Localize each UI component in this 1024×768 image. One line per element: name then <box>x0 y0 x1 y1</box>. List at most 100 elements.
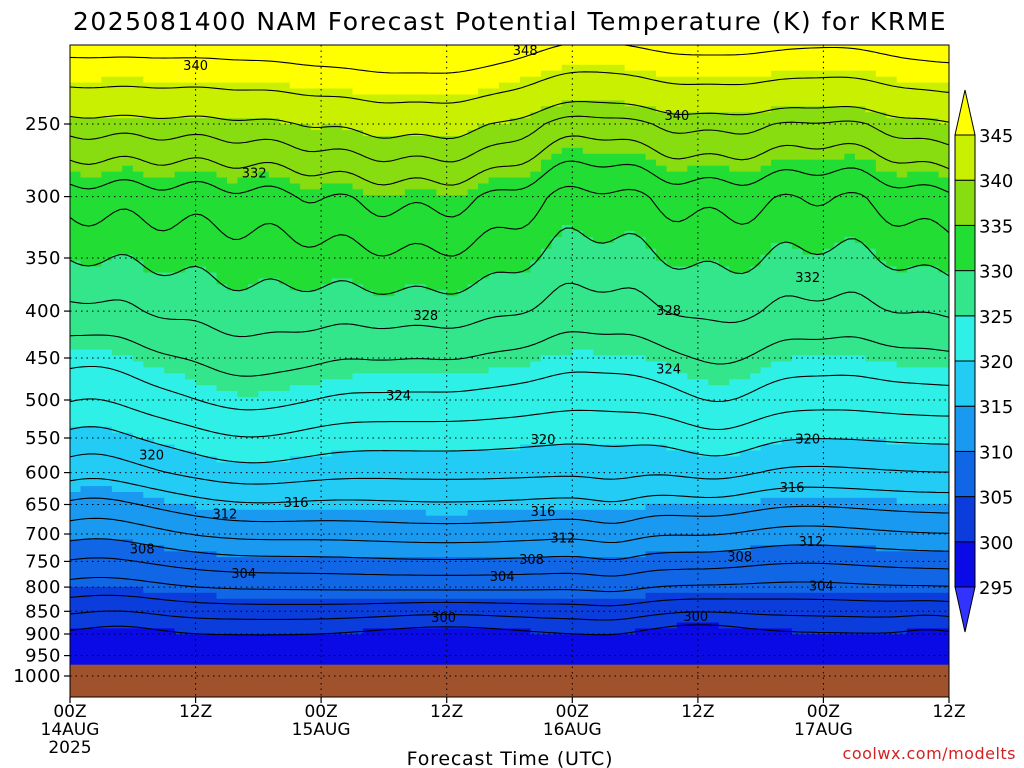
fill-cell <box>875 70 949 78</box>
fill-cell <box>216 278 259 285</box>
fill-cell <box>530 112 887 119</box>
fill-cell <box>70 94 949 101</box>
fill-cell <box>143 492 949 499</box>
fill-cell <box>886 260 949 268</box>
fill-cell <box>865 242 949 250</box>
fill-cell <box>551 236 594 244</box>
y-tick-label: 600 <box>25 463 61 484</box>
fill-cell <box>70 248 542 256</box>
fill-cell <box>70 177 228 184</box>
colorbar-swatch <box>954 496 976 543</box>
potential-temperature-fill <box>70 45 949 689</box>
contour-label: 324 <box>386 389 411 404</box>
fill-cell <box>70 432 134 440</box>
fill-cell <box>70 456 218 463</box>
fill-cell <box>70 527 949 535</box>
contour-line <box>70 115 949 163</box>
fill-cell <box>70 557 949 564</box>
fill-cell <box>70 130 364 137</box>
fill-cell <box>70 230 563 238</box>
y-tick-label: 300 <box>25 187 61 208</box>
colorbar-tick-label: 305 <box>979 488 1013 509</box>
fill-cell <box>216 551 647 558</box>
contour-line <box>70 426 949 464</box>
fill-cell <box>540 70 657 78</box>
fill-cell <box>70 414 949 422</box>
fill-cell <box>70 171 82 179</box>
contour-line <box>70 557 949 577</box>
fill-cell <box>70 213 949 220</box>
fill-cell <box>875 248 949 256</box>
pressure-axis: 2503003504004505005506006507007508008509… <box>13 114 70 687</box>
fill-cell <box>70 450 197 457</box>
fill-cell <box>70 272 218 279</box>
x-tick-label: 00Z <box>807 702 840 722</box>
fill-cell <box>143 260 532 268</box>
y-tick-label: 850 <box>25 601 61 622</box>
contour-line <box>70 365 949 411</box>
fill-cell <box>708 379 730 386</box>
fill-cell <box>70 45 949 48</box>
y-tick-label: 900 <box>25 624 61 645</box>
fill-cell <box>111 486 949 493</box>
fill-cell <box>572 349 594 357</box>
fill-cell <box>823 248 877 256</box>
fill-cell <box>760 367 949 374</box>
fill-cell <box>509 118 940 125</box>
y-tick-label: 700 <box>25 524 61 545</box>
fill-cell <box>499 82 949 90</box>
fill-cell <box>750 266 898 273</box>
colorbar-bottom-arrow <box>954 586 976 633</box>
fill-cell <box>70 385 218 392</box>
fill-cell <box>143 266 186 273</box>
colorbar-tick-label: 300 <box>979 533 1013 554</box>
fill-cell <box>886 112 949 119</box>
fill-cell <box>70 349 113 357</box>
fill-cell <box>70 106 542 113</box>
x-tick-label: 00Z <box>304 702 337 722</box>
fill-cell <box>676 367 762 374</box>
fill-cell <box>70 545 165 552</box>
contour-label: 308 <box>130 543 155 558</box>
colorbar-tick-label: 315 <box>979 397 1013 418</box>
contour-label: 312 <box>550 532 575 547</box>
fill-cell <box>70 201 949 208</box>
fill-cell <box>70 70 542 78</box>
fill-cell <box>321 284 364 291</box>
fill-cell <box>520 444 668 451</box>
fill-cell <box>70 622 678 629</box>
contour-line <box>70 282 949 338</box>
fill-cell <box>101 171 144 179</box>
fill-cell <box>614 236 647 244</box>
fill-cell <box>216 272 490 279</box>
fill-cell <box>875 159 949 167</box>
fill-cell <box>70 539 134 546</box>
fill-cell <box>760 444 949 451</box>
fill-cell <box>321 183 354 190</box>
fill-cell <box>844 153 856 161</box>
contour-line <box>70 624 949 636</box>
fill-cell <box>164 545 751 552</box>
fill-cell <box>70 302 949 309</box>
fill-cell <box>70 503 197 511</box>
fill-cell <box>268 171 531 179</box>
fill-cell <box>70 319 949 327</box>
fill-cell <box>70 88 354 95</box>
fill-cell <box>624 230 636 238</box>
fill-cell <box>174 444 521 451</box>
fill-cell <box>70 343 949 351</box>
fill-cell <box>143 76 521 84</box>
contour-label: 348 <box>513 44 538 59</box>
fill-cell <box>530 628 636 635</box>
fill-cell <box>478 183 949 190</box>
fill-cell <box>101 76 144 84</box>
colorbar-tick-label: 335 <box>979 216 1013 237</box>
colorbar-swatch <box>954 360 976 407</box>
contour-line <box>70 477 949 504</box>
contour-label: 300 <box>683 610 708 625</box>
fill-cell <box>70 284 228 291</box>
fill-cell <box>771 106 866 113</box>
fill-cell <box>896 76 949 84</box>
fill-cell <box>938 171 949 179</box>
fill-cell <box>70 183 301 190</box>
